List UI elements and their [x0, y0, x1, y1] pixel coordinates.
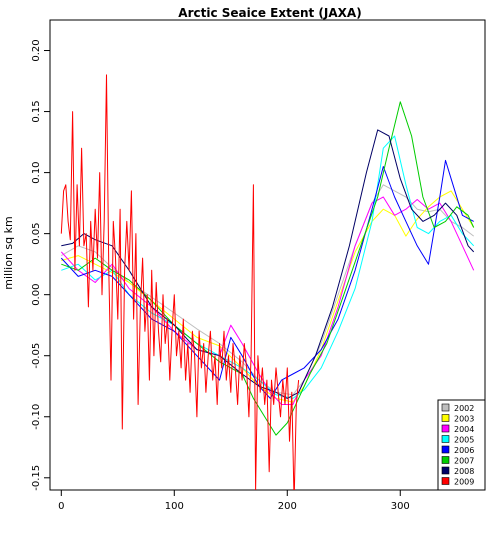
legend-swatch-2003	[441, 414, 450, 422]
y-tick-label: 0.00	[31, 284, 42, 306]
x-tick-label: 300	[391, 501, 410, 512]
legend-label-2005: 2005	[454, 436, 474, 445]
legend-label-2008: 2008	[454, 467, 474, 476]
x-tick-label: 200	[278, 501, 297, 512]
legend-box	[437, 399, 486, 491]
y-tick-label: -0.05	[31, 343, 42, 369]
legend-label-2007: 2007	[454, 457, 474, 466]
series-line-2008	[61, 129, 475, 399]
legend-label-2004: 2004	[454, 425, 474, 434]
legend-swatch-2004	[441, 424, 450, 433]
legend-swatch-2006	[441, 445, 450, 454]
legend-swatch-2002	[441, 403, 450, 412]
series-line-2009	[60, 74, 300, 490]
legend-swatch-2009	[441, 477, 450, 485]
y-tick-label: 0.20	[31, 39, 42, 61]
y-tick-label: 0.15	[31, 100, 42, 122]
legend-label-2002: 2002	[454, 404, 474, 413]
legend-swatch-2008	[441, 466, 450, 475]
axes-group: 0 100 200 300 -0.15 -0.10 -0.05 0.00 0.05 0.10 0.1…	[31, 39, 410, 512]
x-tick-label: 100	[165, 501, 184, 512]
legend-label-2006: 2006	[454, 446, 474, 455]
y-tick-label: 0.05	[31, 223, 42, 245]
legend-swatch-2005	[441, 435, 450, 443]
legend-label-2009: 2009	[454, 478, 474, 487]
y-tick-label: 0.10	[31, 161, 42, 183]
chart-title: Arctic Seaice Extent (JAXA)	[178, 6, 361, 20]
y-tick-label: -0.15	[31, 465, 42, 491]
legend-swatch-2007	[441, 456, 450, 464]
y-axis-label: million sq km	[2, 216, 15, 289]
y-tick-label: -0.10	[31, 404, 42, 430]
plot-area-frame	[49, 19, 486, 491]
x-tick-label: 0	[58, 501, 64, 512]
series-group	[60, 74, 475, 490]
legend-label-2003: 2003	[454, 415, 474, 424]
